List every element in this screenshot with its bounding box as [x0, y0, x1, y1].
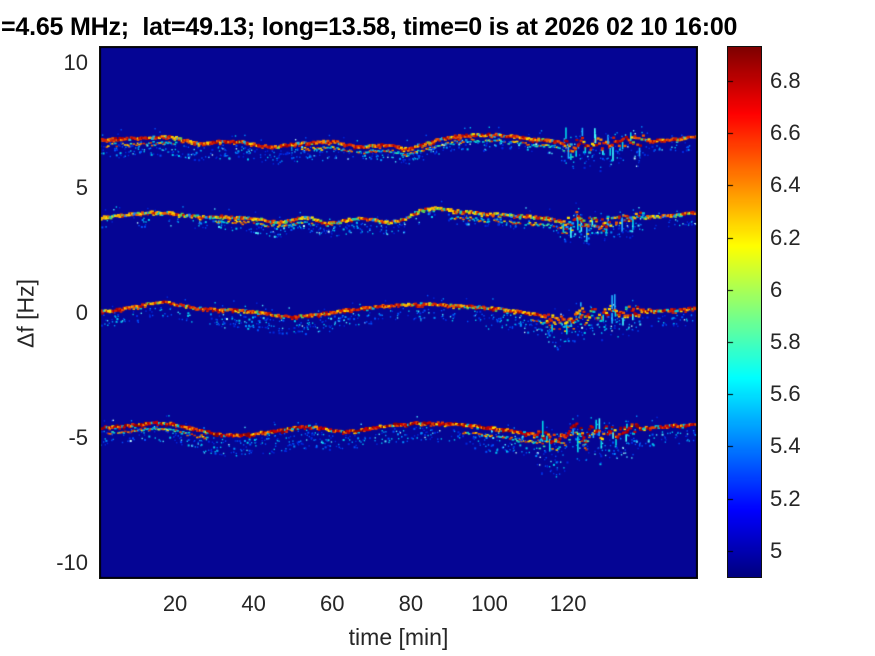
x-tick-label: 100: [471, 591, 508, 616]
spectrogram-canvas: [99, 46, 698, 579]
colorbar-tick-label: 5.2: [770, 485, 801, 511]
y-tick-label: -10: [56, 550, 88, 575]
colorbar-tick-label: 6: [770, 276, 783, 302]
x-tick-label: 60: [320, 591, 345, 616]
y-tick-label: 10: [63, 50, 88, 75]
plot-title: =4.65 MHz; lat=49.13; long=13.58, time=0…: [1, 13, 738, 41]
y-tick-label: 0: [75, 300, 88, 325]
colorbar-tick-label: 5.8: [770, 329, 801, 355]
colorbar-canvas: [727, 46, 762, 578]
y-tick-label: -5: [68, 425, 88, 450]
colorbar-tick-label: 5.4: [770, 433, 801, 459]
colorbar-tick-label: 6.8: [770, 67, 801, 93]
colorbar-tick-label: 5.6: [770, 381, 801, 407]
colorbar-tick-label: 6.2: [770, 224, 801, 250]
x-tick-label: 20: [162, 591, 188, 616]
y-tick-label: 5: [75, 175, 88, 200]
y-axis-label: Δf [Hz]: [12, 278, 39, 349]
x-tick-label: 80: [398, 591, 424, 616]
colorbar-tick-label: 6.4: [770, 172, 801, 198]
x-tick-label: 40: [241, 591, 266, 616]
x-axis-label: time [min]: [348, 624, 449, 650]
colorbar-tick-label: 5: [770, 537, 783, 563]
x-tick-label: 120: [549, 591, 587, 616]
colorbar-tick-label: 6.6: [770, 120, 801, 146]
